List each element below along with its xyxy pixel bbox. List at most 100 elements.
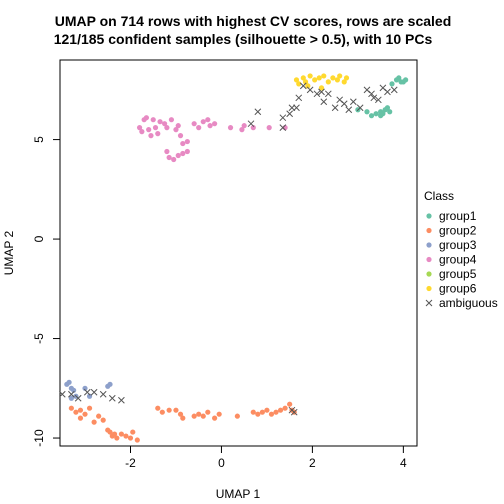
- point-ambiguous: [340, 100, 348, 108]
- point-group2: [77, 415, 84, 421]
- point-group4: [239, 127, 245, 133]
- point-group6: [293, 77, 300, 83]
- point-ambiguous: [356, 104, 364, 112]
- point-group2: [134, 437, 140, 443]
- point-group3: [107, 381, 113, 387]
- point-group2: [155, 405, 161, 411]
- point-group1: [368, 113, 375, 119]
- legend-marker-group6: [426, 285, 432, 292]
- legend-label-group5: group5: [439, 267, 477, 281]
- point-group2: [282, 405, 288, 411]
- point-group4: [191, 121, 197, 127]
- legend-marker-group3: [426, 242, 432, 248]
- point-group2: [180, 415, 186, 421]
- point-group4: [171, 156, 177, 163]
- point-group2: [250, 409, 256, 415]
- point-group2: [264, 407, 270, 413]
- point-ambiguous: [254, 108, 262, 116]
- point-group4: [164, 125, 170, 131]
- legend-label-group4: group4: [439, 253, 477, 267]
- legend-label-group1: group1: [439, 209, 477, 223]
- point-group1: [403, 77, 409, 83]
- point-ambiguous: [324, 90, 332, 98]
- point-group1: [384, 105, 391, 111]
- legend-label-group3: group3: [439, 238, 477, 252]
- point-group2: [273, 409, 279, 415]
- point-group4: [175, 152, 181, 159]
- point-group2: [130, 429, 136, 435]
- point-ambiguous: [320, 98, 328, 106]
- point-ambiguous: [290, 408, 298, 416]
- plot-frame: [59, 59, 418, 447]
- legend-marker-group4: [426, 256, 432, 263]
- point-group4: [180, 140, 186, 147]
- point-group4: [136, 125, 143, 131]
- point-group6: [312, 77, 318, 83]
- point-ambiguous: [118, 396, 125, 404]
- point-group2: [259, 409, 265, 415]
- point-group4: [161, 121, 168, 127]
- legend-marker-ambiguous: [425, 299, 433, 307]
- legend-marker-group5: [426, 271, 432, 277]
- point-group2: [255, 411, 261, 417]
- point-ambiguous: [279, 124, 287, 132]
- point-group4: [196, 125, 202, 131]
- y-tick-label: 0: [32, 235, 46, 242]
- point-group6: [305, 83, 311, 89]
- point-ambiguous: [306, 86, 314, 94]
- y-tick-label: -10: [32, 429, 46, 447]
- point-ambiguous: [83, 388, 91, 396]
- point-group4: [175, 123, 181, 129]
- chart-subtitle: 121/185 confident samples (silhouette > …: [54, 31, 433, 47]
- point-group6: [325, 79, 331, 85]
- point-group2: [234, 413, 240, 419]
- point-group2: [107, 429, 113, 435]
- y-tick-label: 5: [32, 136, 46, 143]
- point-group2: [77, 407, 84, 413]
- x-tick-label: 2: [309, 456, 316, 470]
- point-group4: [266, 125, 272, 131]
- point-group4: [173, 127, 179, 133]
- point-group2: [91, 419, 97, 425]
- point-group2: [96, 413, 102, 419]
- point-group2: [287, 401, 293, 407]
- legend: group1group2group3group4group5group6ambi…: [425, 209, 498, 310]
- point-group2: [191, 413, 197, 419]
- legend-label-ambiguous: ambiguous: [439, 296, 498, 310]
- point-group4: [184, 138, 190, 145]
- point-group4: [152, 125, 159, 131]
- point-group4: [205, 117, 211, 123]
- point-group6: [307, 73, 313, 79]
- point-group4: [184, 148, 190, 155]
- point-group4: [212, 121, 218, 127]
- point-group2: [277, 407, 284, 413]
- point-group2: [86, 405, 93, 411]
- point-group2: [166, 407, 172, 413]
- point-group4: [250, 125, 256, 131]
- point-group6: [316, 75, 322, 81]
- point-ambiguous: [390, 86, 398, 94]
- point-group6: [334, 77, 341, 83]
- point-group2: [114, 435, 120, 441]
- data-points: [58, 73, 409, 443]
- point-group2: [111, 431, 118, 437]
- point-group4: [200, 119, 206, 125]
- point-ambiguous: [293, 104, 300, 112]
- point-ambiguous: [74, 394, 82, 402]
- point-group2: [173, 407, 179, 413]
- point-group2: [205, 409, 211, 415]
- point-group2: [82, 411, 88, 417]
- point-ambiguous: [108, 394, 116, 402]
- point-group2: [100, 417, 106, 423]
- point-group2: [159, 409, 165, 415]
- point-group4: [139, 129, 145, 135]
- point-ambiguous: [331, 104, 339, 112]
- point-group6: [341, 79, 347, 85]
- x-tick-label: 4: [400, 456, 407, 470]
- point-group2: [212, 415, 218, 421]
- point-group3: [71, 387, 77, 393]
- point-ambiguous: [286, 110, 294, 118]
- point-ambiguous: [345, 106, 353, 114]
- point-group2: [127, 435, 134, 441]
- point-ambiguous: [349, 98, 357, 106]
